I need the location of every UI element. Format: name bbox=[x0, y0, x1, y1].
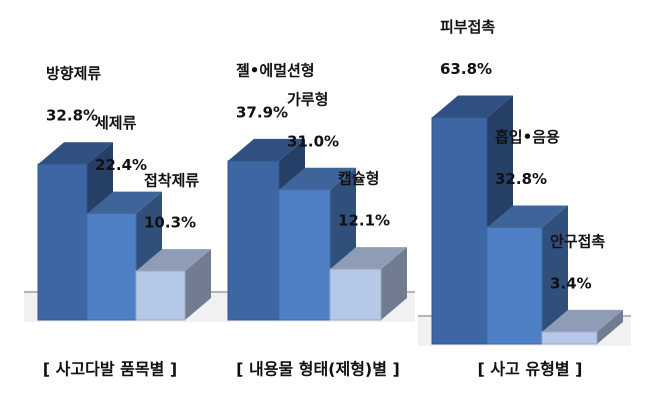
bar bbox=[37, 163, 88, 321]
bar-top bbox=[487, 205, 568, 228]
bar-top bbox=[87, 191, 162, 214]
bar bbox=[227, 160, 280, 321]
category-label: 가루형 bbox=[287, 90, 328, 108]
chart-caption: [ 사고다발 품목별 ] bbox=[43, 360, 177, 379]
category-label: 안구접촉 bbox=[550, 232, 605, 250]
value-label: 32.8% bbox=[46, 107, 98, 125]
bar bbox=[135, 270, 186, 321]
value-label: 10.3% bbox=[144, 214, 196, 232]
category-label: 젤•에멀션형 bbox=[236, 61, 315, 79]
value-label: 3.4% bbox=[550, 274, 592, 292]
bar-top bbox=[432, 95, 513, 118]
bar-side bbox=[381, 247, 407, 320]
bar bbox=[86, 213, 137, 321]
bar-top bbox=[279, 167, 356, 190]
category-label: 캡슐형 bbox=[338, 170, 379, 188]
value-label: 63.8% bbox=[440, 60, 492, 78]
value-label: 22.4% bbox=[95, 156, 147, 174]
bar-top bbox=[542, 309, 623, 332]
value-label: 12.1% bbox=[338, 212, 390, 230]
bar-top bbox=[228, 138, 305, 161]
bar-side bbox=[542, 205, 568, 344]
chart-caption: [ 사고 유형별 ] bbox=[478, 360, 583, 379]
category-label: 피부접촉 bbox=[440, 18, 495, 36]
value-label: 31.0% bbox=[287, 132, 339, 150]
category-label: 방향제류 bbox=[46, 65, 101, 83]
bar-top bbox=[330, 247, 407, 270]
category-label: 접착제류 bbox=[144, 172, 199, 190]
bar-top bbox=[136, 249, 211, 272]
bar bbox=[541, 331, 598, 345]
category-label: 세제류 bbox=[95, 114, 137, 132]
bar bbox=[431, 117, 488, 345]
category-label: 흡입•음용 bbox=[495, 128, 560, 146]
bar-side bbox=[597, 309, 623, 344]
bar bbox=[329, 268, 382, 321]
bar bbox=[278, 189, 331, 321]
value-label: 32.8% bbox=[495, 170, 547, 188]
bar-side bbox=[185, 249, 211, 320]
bar-top bbox=[38, 142, 113, 165]
bar bbox=[486, 227, 543, 345]
chart-caption: [ 내용물 형태(제형)별 ] bbox=[236, 360, 400, 379]
value-label: 37.9% bbox=[236, 103, 288, 121]
